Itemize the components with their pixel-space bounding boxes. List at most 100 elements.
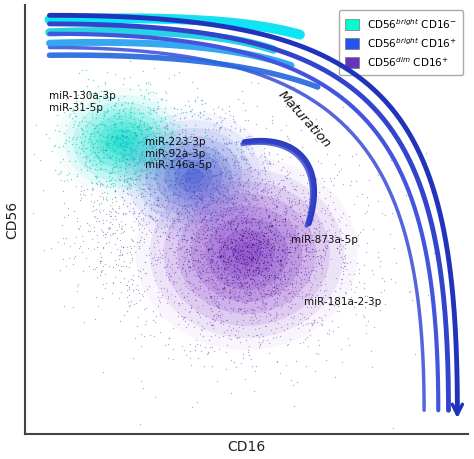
Point bbox=[121, 147, 129, 155]
Point bbox=[53, 122, 60, 129]
Point bbox=[272, 196, 279, 204]
Point bbox=[143, 88, 150, 95]
Point bbox=[237, 227, 245, 234]
Point bbox=[264, 260, 272, 267]
Point bbox=[194, 140, 202, 148]
Point bbox=[339, 210, 346, 217]
Point bbox=[167, 148, 175, 156]
Point bbox=[290, 315, 297, 322]
Point bbox=[193, 199, 201, 207]
Point bbox=[298, 242, 306, 249]
Point bbox=[194, 259, 202, 266]
Point bbox=[269, 205, 277, 213]
Point bbox=[233, 246, 241, 254]
Point bbox=[272, 202, 280, 209]
Point bbox=[209, 194, 216, 201]
Point bbox=[126, 248, 134, 256]
Point bbox=[212, 172, 220, 179]
Point bbox=[248, 228, 255, 235]
Point bbox=[125, 292, 133, 299]
Point bbox=[288, 284, 296, 291]
Point bbox=[206, 193, 214, 200]
Point bbox=[170, 133, 178, 140]
Point bbox=[278, 252, 285, 260]
Point bbox=[214, 313, 222, 320]
Point bbox=[411, 351, 419, 358]
Point bbox=[248, 255, 256, 263]
Point bbox=[170, 157, 178, 164]
Point bbox=[180, 265, 187, 273]
Point bbox=[175, 69, 182, 77]
Point bbox=[327, 256, 335, 263]
Point bbox=[65, 158, 73, 166]
Point bbox=[111, 186, 119, 194]
Point bbox=[217, 274, 224, 282]
Point bbox=[102, 142, 109, 149]
Point bbox=[175, 209, 182, 217]
Point bbox=[103, 155, 110, 162]
Point bbox=[255, 218, 263, 226]
Point bbox=[177, 153, 184, 160]
Point bbox=[255, 268, 263, 275]
Point bbox=[123, 157, 130, 164]
Point bbox=[255, 285, 262, 292]
Point bbox=[275, 229, 283, 236]
Point bbox=[209, 133, 216, 140]
Point bbox=[245, 292, 252, 299]
Point bbox=[195, 183, 202, 190]
Point bbox=[181, 305, 188, 313]
Point bbox=[273, 204, 281, 211]
Point bbox=[364, 202, 372, 209]
Point bbox=[299, 202, 307, 210]
Point bbox=[174, 210, 182, 218]
Point bbox=[196, 259, 204, 266]
Point bbox=[181, 313, 188, 320]
Point bbox=[258, 253, 265, 260]
Point bbox=[230, 267, 238, 274]
Point bbox=[212, 297, 219, 305]
Point bbox=[115, 111, 123, 118]
Point bbox=[222, 279, 229, 286]
Point bbox=[243, 254, 251, 261]
Point bbox=[94, 149, 102, 157]
Point bbox=[189, 253, 196, 261]
Point bbox=[193, 150, 201, 157]
Point bbox=[221, 141, 228, 148]
Point bbox=[277, 268, 285, 275]
Point bbox=[161, 147, 169, 155]
Point bbox=[189, 266, 196, 273]
Point bbox=[402, 191, 410, 199]
Point bbox=[249, 215, 256, 223]
Point bbox=[237, 217, 245, 224]
Point bbox=[268, 112, 276, 120]
Point bbox=[302, 246, 310, 253]
Point bbox=[331, 374, 338, 381]
Point bbox=[204, 224, 211, 231]
Point bbox=[174, 168, 182, 175]
Point bbox=[66, 243, 74, 250]
Point bbox=[79, 67, 86, 74]
Point bbox=[244, 240, 251, 247]
Point bbox=[254, 270, 261, 277]
Point bbox=[234, 328, 241, 335]
Point bbox=[257, 247, 264, 255]
Point bbox=[202, 294, 210, 301]
Point bbox=[147, 202, 155, 209]
Point bbox=[174, 171, 182, 178]
Point bbox=[231, 273, 238, 280]
Point bbox=[226, 332, 233, 339]
Point bbox=[146, 332, 154, 339]
Point bbox=[235, 220, 242, 227]
Point bbox=[269, 287, 276, 294]
Point bbox=[261, 171, 269, 179]
Point bbox=[265, 247, 273, 255]
Point bbox=[211, 249, 219, 257]
Point bbox=[294, 252, 301, 259]
Point bbox=[108, 174, 116, 182]
Point bbox=[308, 294, 315, 301]
Point bbox=[226, 179, 234, 186]
Point bbox=[108, 199, 115, 207]
Point bbox=[209, 195, 216, 202]
Point bbox=[186, 259, 193, 266]
Point bbox=[134, 273, 142, 280]
